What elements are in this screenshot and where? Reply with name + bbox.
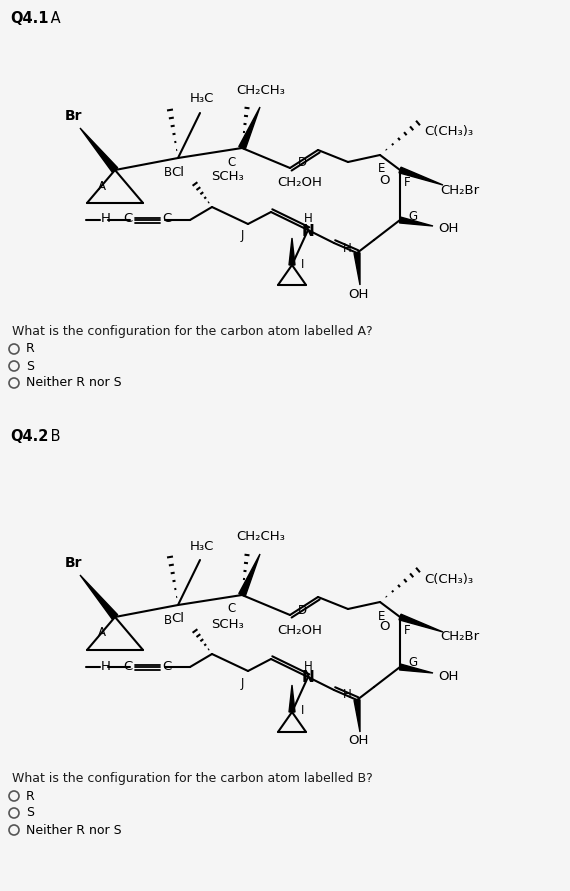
Text: B: B [164,167,172,179]
Text: Neither R nor S: Neither R nor S [26,823,121,837]
Text: N: N [302,224,315,239]
Text: CH₂CH₃: CH₂CH₃ [237,530,286,544]
Polygon shape [354,699,360,732]
Text: A: A [46,11,60,26]
Text: O: O [380,620,390,634]
Polygon shape [400,217,433,226]
Polygon shape [80,128,117,172]
Text: CH₂Br: CH₂Br [441,631,479,643]
Text: Q4.2: Q4.2 [10,429,48,444]
Text: C: C [228,156,236,168]
Text: Neither R nor S: Neither R nor S [26,377,121,389]
Text: H: H [304,659,312,673]
Text: C: C [123,659,133,673]
Text: D: D [298,603,307,617]
Text: H₃C: H₃C [190,539,214,552]
Text: I: I [302,705,305,717]
Text: Br: Br [65,109,83,123]
Text: H: H [343,241,351,255]
Text: S: S [26,359,34,372]
Text: R: R [26,789,35,803]
Text: B: B [46,429,60,444]
Text: C(CH₃)₃: C(CH₃)₃ [425,126,474,138]
Polygon shape [354,253,360,285]
Text: I: I [302,257,305,271]
Text: R: R [26,342,35,356]
Text: E: E [378,162,386,176]
Text: Br: Br [65,556,83,570]
Text: N: N [302,671,315,685]
Text: G: G [409,657,418,669]
Text: C: C [162,659,172,673]
Text: O: O [380,174,390,186]
Text: C: C [228,602,236,616]
Text: What is the configuration for the carbon atom labelled A?: What is the configuration for the carbon… [12,325,373,338]
Polygon shape [289,685,295,712]
Text: C: C [162,212,172,225]
Text: Cl: Cl [172,166,185,178]
Text: A: A [98,179,106,192]
Text: S: S [26,806,34,820]
Text: OH: OH [348,734,368,748]
Text: H₃C: H₃C [190,93,214,105]
Text: OH: OH [348,288,368,300]
Text: OH: OH [438,223,458,235]
Text: F: F [404,624,410,636]
Text: F: F [404,176,410,190]
Text: D: D [298,157,307,169]
Polygon shape [239,107,260,150]
Text: H: H [101,659,111,673]
Text: SCH₃: SCH₃ [211,170,245,184]
Polygon shape [80,575,117,619]
Text: CH₂Br: CH₂Br [441,184,479,197]
Polygon shape [400,664,433,673]
Text: C(CH₃)₃: C(CH₃)₃ [425,573,474,585]
Text: OH: OH [438,669,458,683]
Polygon shape [239,554,260,596]
Text: What is the configuration for the carbon atom labelled B?: What is the configuration for the carbon… [12,772,373,785]
Polygon shape [289,238,295,265]
Text: CH₂CH₃: CH₂CH₃ [237,84,286,96]
Text: H: H [343,689,351,701]
Polygon shape [399,614,443,632]
Text: J: J [241,230,244,242]
Text: C: C [123,212,133,225]
Text: CH₂OH: CH₂OH [278,176,323,190]
Text: B: B [164,614,172,626]
Text: SCH₃: SCH₃ [211,617,245,631]
Text: E: E [378,609,386,623]
Text: H: H [304,212,312,225]
Text: Cl: Cl [172,612,185,625]
Polygon shape [399,168,443,185]
Text: CH₂OH: CH₂OH [278,624,323,636]
Text: Q4.1: Q4.1 [10,11,48,26]
Text: G: G [409,209,418,223]
Text: H: H [101,212,111,225]
Text: A: A [98,626,106,640]
Text: J: J [241,676,244,690]
